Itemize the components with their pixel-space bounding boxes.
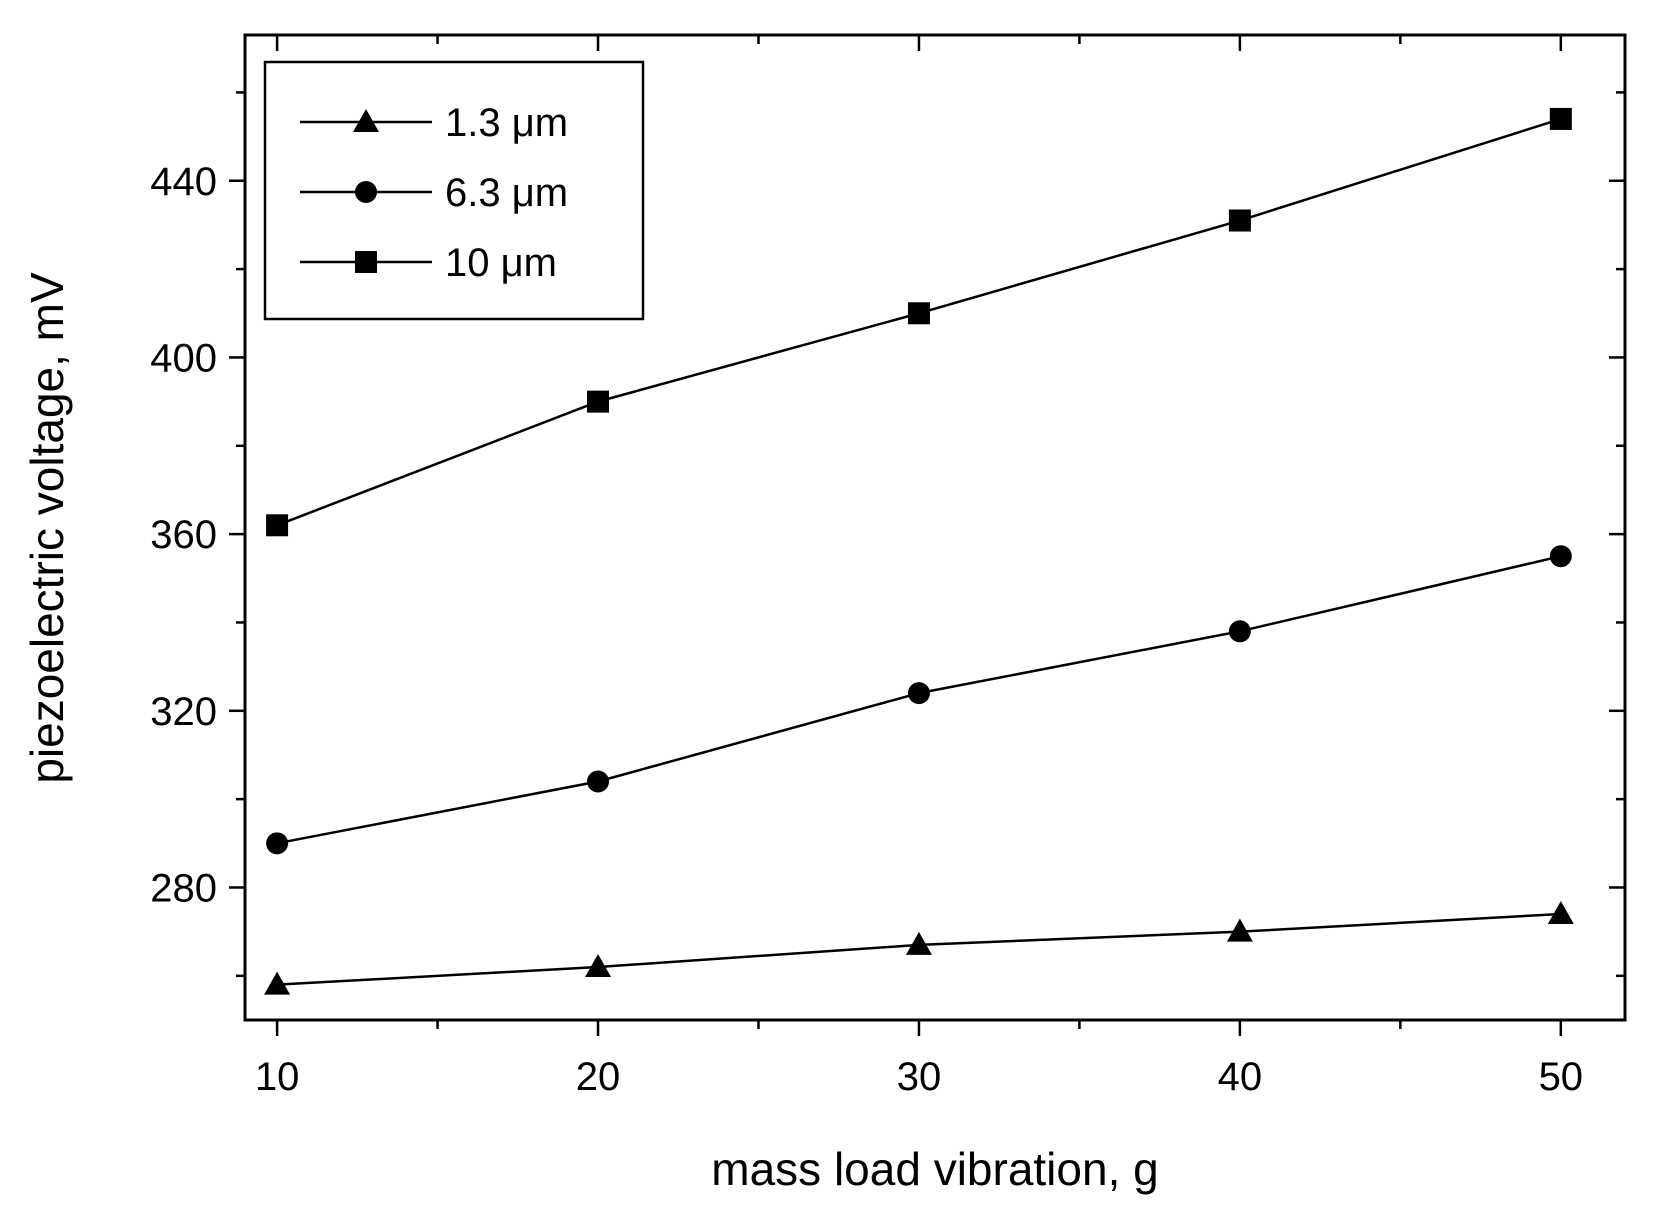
data-point [264,971,291,995]
data-point [266,832,289,855]
y-axis-title: piezoelectric voltage, mV [21,272,73,784]
x-tick-label: 30 [897,1055,942,1099]
legend-label: 6.3 μm [445,171,568,215]
y-tick-label: 440 [150,160,217,204]
x-tick-label: 40 [1218,1055,1263,1099]
x-tick-label: 10 [255,1055,300,1099]
y-tick-label: 400 [150,336,217,380]
x-axis-title: mass load vibration, g [711,1143,1158,1195]
data-point [905,931,932,955]
data-point [266,514,289,537]
data-point [1228,209,1251,232]
y-tick-label: 280 [150,866,217,910]
legend-box [263,60,645,321]
data-point [907,302,930,325]
data-point [1226,918,1253,942]
ticks: 10 20 30 40 50 280 320 360 400 440 [150,35,1625,1099]
data-point [1547,900,1574,924]
x-tick-label: 20 [576,1055,621,1099]
data-point [585,953,612,977]
legend-marker [355,251,377,273]
y-tick-label: 320 [150,690,217,734]
x-tick-label: 50 [1539,1055,1584,1099]
plot-frame [243,33,1627,1022]
data-point [1228,620,1251,643]
data-point [1549,545,1572,568]
legend-marker [353,109,379,132]
legend-label: 1.3 μm [445,101,568,145]
series-group [264,107,1574,995]
data-point [1549,107,1572,130]
data-point [907,682,930,705]
legend-label: 10 μm [445,241,557,285]
legend: 1.3 μm 6.3 μm 10 μm [263,60,645,321]
data-point [587,390,610,413]
y-tick-label: 360 [150,513,217,557]
data-point [587,770,610,793]
legend-marker [355,181,377,203]
